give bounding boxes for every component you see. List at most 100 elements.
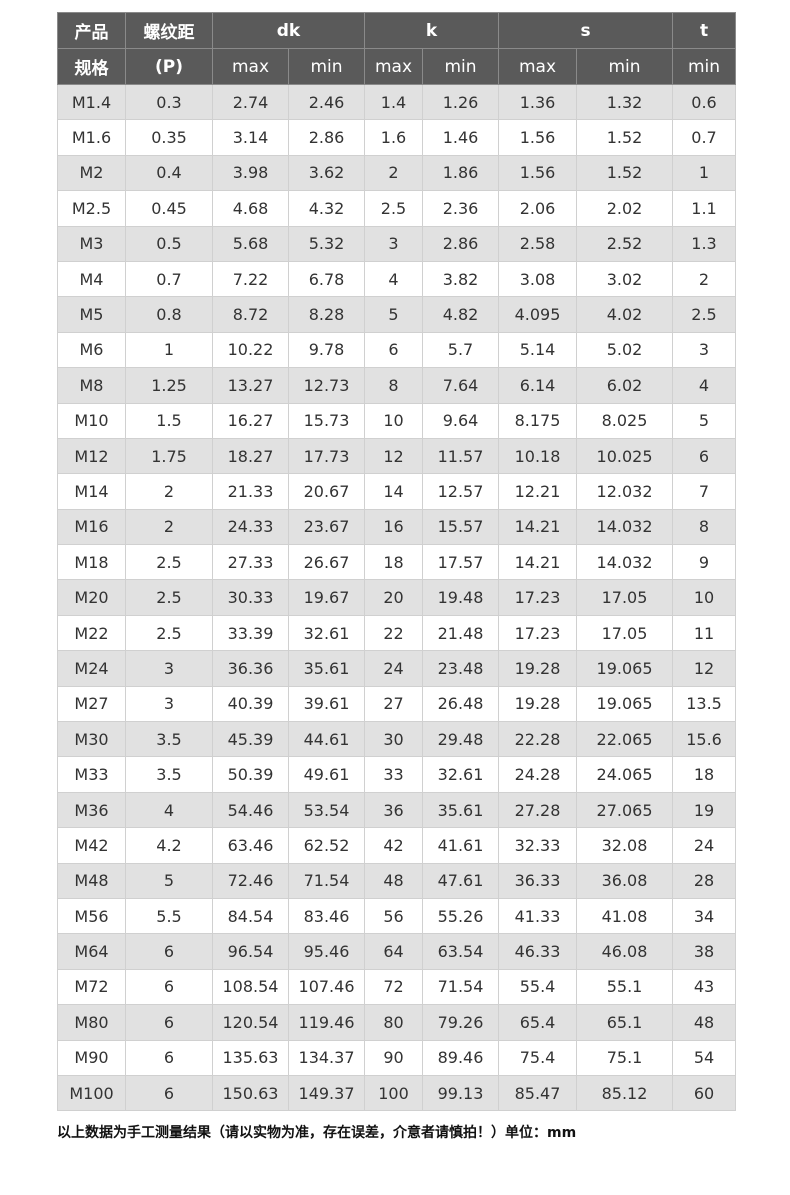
table-cell: 47.61 [422,862,500,899]
table-cell: 4.02 [576,296,674,333]
table-cell: 35.61 [287,650,366,687]
table-cell: 3.62 [287,154,366,192]
table-cell: 1.3 [672,225,737,262]
table-cell: 19.48 [422,579,500,616]
table-cell: 15.6 [672,721,737,758]
table-row: M42 4.2 63.46 62.52 42 41.61 32.33 32.08 24 [57,827,737,864]
table-cell: 10 [672,579,737,616]
table-cell: 2.86 [287,119,366,156]
table-cell: 28 [672,862,737,899]
table-cell: M1.6 [57,119,126,156]
table-cell: 26.48 [422,685,500,723]
table-cell: 65.1 [576,1004,674,1041]
table-cell: 75.4 [498,1039,578,1076]
table-cell: M2.5 [57,190,126,227]
table-row: M1.6 0.35 3.14 2.86 1.6 1.46 1.56 1.52 0.7 [57,119,737,156]
table-cell: 46.33 [498,933,578,970]
table-cell: 42 [364,827,424,864]
table-cell: 55.1 [576,968,674,1006]
table-cell: 26.67 [287,544,366,581]
table-row: M56 5.5 84.54 83.46 56 55.26 41.33 41.08 34 [57,897,737,935]
table-cell: 119.46 [287,1004,366,1041]
table-cell: 54.46 [212,791,289,829]
table-cell: 5.7 [422,331,500,369]
table-cell: M30 [57,721,126,758]
table-cell: 29.48 [422,721,500,758]
table-cell: 95.46 [287,933,366,970]
table-cell: 107.46 [287,968,366,1006]
table-cell: 22.28 [498,721,578,758]
table-cell: 19.065 [576,685,674,723]
header-t: t [672,12,737,49]
table-cell: 5.32 [287,225,366,262]
table-cell: 10.025 [576,437,674,475]
table-cell: 1.86 [422,154,500,192]
table-row: M3 0.5 5.68 5.32 3 2.86 2.58 2.52 1.3 [57,225,737,262]
table-cell: 63.54 [422,933,500,970]
table-cell: 120.54 [212,1004,289,1041]
table-cell: 24 [672,827,737,864]
table-cell: 24.33 [212,508,289,546]
table-cell: M1.4 [57,83,126,121]
table-cell: 1.6 [364,119,424,156]
table-cell: 2 [125,473,213,510]
table-cell: 65.4 [498,1004,578,1041]
table-cell: 60 [672,1074,737,1112]
table-cell: 2.5 [125,614,213,652]
table-cell: 14 [364,473,424,510]
table-cell: 1.1 [672,190,737,227]
table-row: M24 3 36.36 35.61 24 23.48 19.28 19.065 12 [57,650,737,687]
table-cell: 23.48 [422,650,500,687]
table-cell: 4 [672,367,737,404]
table-cell: 5 [672,402,737,439]
table-cell: 11.57 [422,437,500,475]
header-sub: max [212,48,289,85]
table-cell: 5.14 [498,331,578,369]
table-cell: 44.61 [287,721,366,758]
table-cell: M6 [57,331,126,369]
table-cell: 8.72 [212,296,289,333]
table-cell: 19.28 [498,685,578,723]
table-row: M14 2 21.33 20.67 14 12.57 12.21 12.032 7 [57,473,737,510]
table-cell: 18 [364,544,424,581]
table-cell: 4 [364,260,424,298]
table-cell: 20.67 [287,473,366,510]
header-spec-1: 产品 [57,12,126,49]
table-row: M48 5 72.46 71.54 48 47.61 36.33 36.08 28 [57,862,737,899]
table-cell: 24 [364,650,424,687]
table-cell: 3.5 [125,756,213,793]
table-cell: 1.52 [576,154,674,192]
table-cell: M42 [57,827,126,864]
table-cell: M8 [57,367,126,404]
table-cell: 10.18 [498,437,578,475]
table-cell: 9.64 [422,402,500,439]
table-cell: 3.5 [125,721,213,758]
table-row: M27 3 40.39 39.61 27 26.48 19.28 19.065 13.5 [57,685,737,723]
table-cell: 53.54 [287,791,366,829]
table-cell: 5.68 [212,225,289,262]
table-cell: 12 [672,650,737,687]
header-sub: min [576,48,674,85]
table-cell: 72 [364,968,424,1006]
table-cell: 41.33 [498,897,578,935]
table-cell: 30.33 [212,579,289,616]
table-cell: 13.27 [212,367,289,404]
table-cell: 36 [364,791,424,829]
table-cell: 14.032 [576,544,674,581]
table-cell: 39.61 [287,685,366,723]
table-cell: M16 [57,508,126,546]
table-cell: 64 [364,933,424,970]
table-cell: 27.33 [212,544,289,581]
table-cell: 13.5 [672,685,737,723]
table-cell: M22 [57,614,126,652]
table-row: M8 1.25 13.27 12.73 8 7.64 6.14 6.02 4 [57,367,737,404]
table-cell: 72.46 [212,862,289,899]
table-cell: 3.02 [576,260,674,298]
header-dk: dk [211,12,366,49]
table-cell: M18 [57,544,126,581]
table-row: M1.4 0.3 2.74 2.46 1.4 1.26 1.36 1.32 0.6 [57,83,737,121]
table-cell: 2.5 [364,190,424,227]
table-cell: 71.54 [422,968,500,1006]
table-cell: 12.73 [287,367,366,404]
header-sub: min [422,48,500,85]
